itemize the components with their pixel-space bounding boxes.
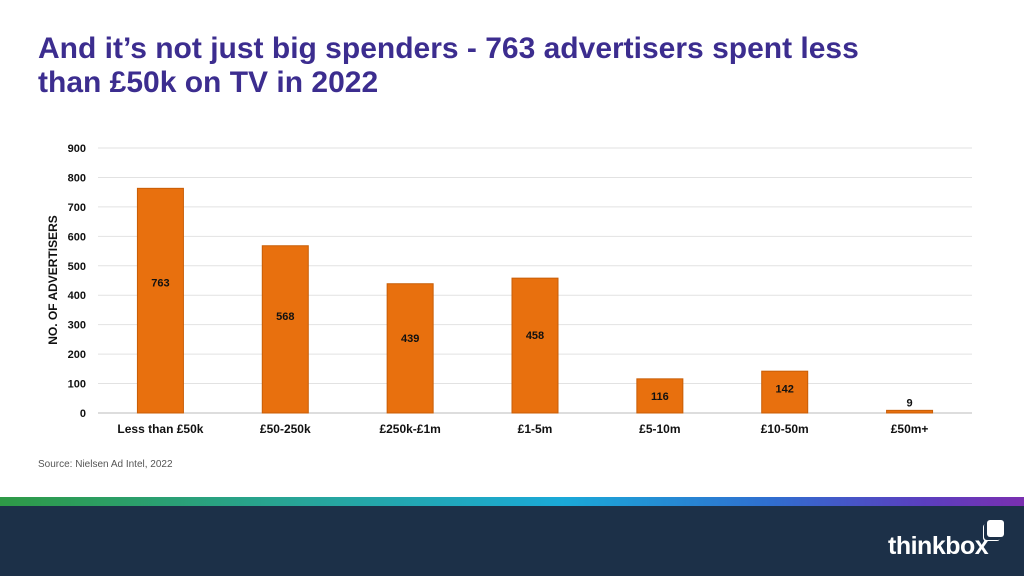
y-tick-label: 300 bbox=[68, 320, 86, 332]
y-tick-label: 700 bbox=[68, 202, 86, 214]
y-tick-label: 600 bbox=[68, 231, 86, 243]
y-tick-label: 800 bbox=[68, 172, 86, 184]
x-tick-label: Less than £50k bbox=[117, 422, 203, 436]
data-label: 568 bbox=[276, 311, 294, 323]
data-labels: 763 568 439 458 116 142 9 bbox=[151, 278, 912, 410]
y-axis-label: NO. OF ADVERTISERS bbox=[46, 215, 60, 345]
y-tick-label: 0 bbox=[80, 408, 86, 420]
bar bbox=[386, 283, 434, 414]
data-label: 9 bbox=[907, 397, 913, 409]
bar bbox=[761, 370, 809, 414]
data-label: 763 bbox=[151, 278, 169, 290]
x-tick-label: £10-50m bbox=[761, 422, 809, 436]
source-note: Source: Nielsen Ad Intel, 2022 bbox=[38, 459, 173, 470]
bar bbox=[261, 245, 309, 414]
bar-chart: 0 100 200 300 400 500 600 700 800 900 763 568 439 45… bbox=[46, 143, 972, 436]
y-tick-label: 100 bbox=[68, 379, 86, 391]
brand-stripe bbox=[0, 497, 1024, 506]
title-line-2: than £50k on TV in 2022 bbox=[38, 66, 379, 99]
x-tick-label: £1-5m bbox=[518, 422, 553, 436]
x-tick-label: £50m+ bbox=[891, 422, 929, 436]
y-tick-label: 500 bbox=[68, 261, 86, 273]
footer-bar bbox=[0, 506, 1024, 576]
y-tick-label: 400 bbox=[68, 290, 86, 302]
bar bbox=[636, 378, 684, 414]
data-label: 116 bbox=[651, 391, 669, 403]
y-tick-label: 200 bbox=[68, 349, 86, 361]
logo-mark-icon bbox=[987, 520, 1004, 537]
bar bbox=[136, 187, 184, 414]
bar bbox=[511, 277, 559, 414]
bars bbox=[136, 187, 934, 414]
x-tick-label: £250k-£1m bbox=[379, 422, 440, 436]
y-axis-ticks: 0 100 200 300 400 500 600 700 800 900 bbox=[68, 143, 86, 420]
data-label: 439 bbox=[401, 333, 419, 345]
y-tick-label: 900 bbox=[68, 143, 86, 155]
page-title: And it’s not just big spenders - 763 adv… bbox=[38, 32, 958, 100]
thinkbox-logo: thinkbox bbox=[888, 532, 989, 560]
bar bbox=[886, 409, 934, 414]
x-tick-label: £50-250k bbox=[260, 422, 311, 436]
x-tick-label: £5-10m bbox=[639, 422, 680, 436]
data-label: 142 bbox=[776, 384, 794, 396]
x-axis-ticks: Less than £50k £50-250k £250k-£1m £1-5m £5-1… bbox=[117, 422, 928, 436]
data-label: 458 bbox=[526, 330, 544, 342]
title-line-1: And it’s not just big spenders - 763 adv… bbox=[38, 32, 859, 65]
